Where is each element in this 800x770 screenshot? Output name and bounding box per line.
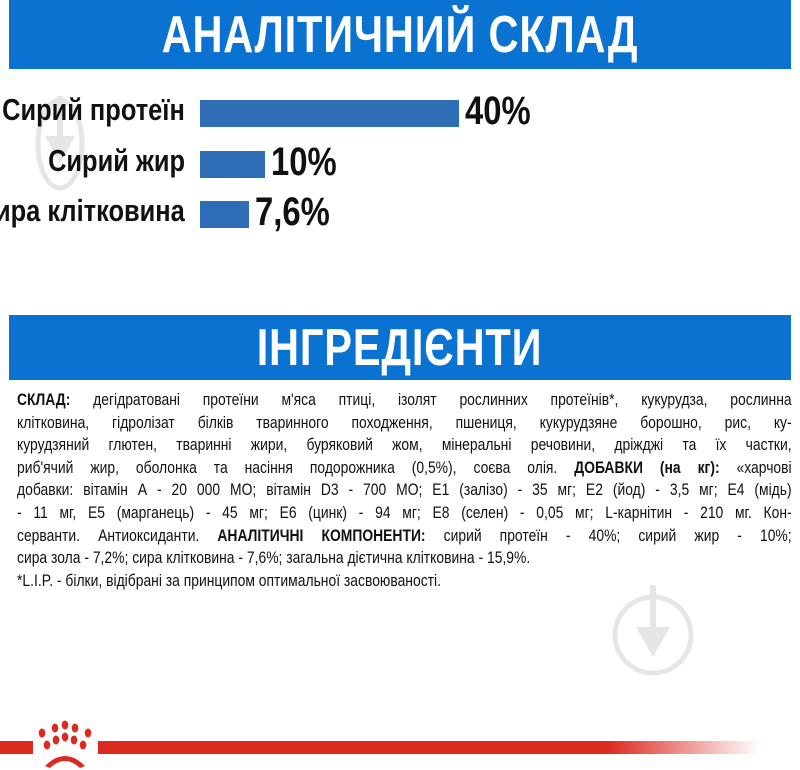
ingredients-segment: серванти. Антиоксиданти. <box>17 526 218 545</box>
ingredients-segment: курудзяний глютен, тваринні жири, буряко… <box>17 436 792 455</box>
bar-label-protein: Сирий протеїн <box>2 92 185 127</box>
ingredients-heading: АНАЛІТИЧНІ КОМПОНЕНТИ: <box>217 526 426 545</box>
bar-label-fat: Сирий жир <box>47 143 185 178</box>
bar-value-fat: 10% <box>270 140 337 184</box>
ingredients-line: курудзяний глютен, тваринні жири, буряко… <box>17 434 792 457</box>
ingredients-line: сира зола - 7,2%; сира клітковина - 7,6%… <box>17 547 792 570</box>
bar-label-fiber: Сира клітковина <box>0 193 185 228</box>
ingredients-segment: дегідратовані протеїни м'яса птиці, ізол… <box>70 391 792 409</box>
ingredients-heading: СКЛАД: <box>17 391 71 409</box>
ingredients-line: - 11 мг, Е5 (марганець) - 45 мг; Е6 (цин… <box>17 502 792 525</box>
ingredients-segment: сирий протеїн - 40%; сирий жир - 10%; <box>425 526 792 545</box>
ingredients-segment: добавки: вітамін А - 20 000 МО; вітамін … <box>17 481 792 500</box>
bar-protein <box>200 100 459 127</box>
ingredients-line: добавки: вітамін А - 20 000 МО; вітамін … <box>17 479 792 502</box>
analysis-header: АНАЛІТИЧНИЙ СКЛАД <box>9 0 791 69</box>
ingredients-line: риб'ячий жир, оболонка та насіння подоро… <box>17 457 792 480</box>
ingredients-segment: *L.I.P. - білки, відібрані за принципом … <box>17 571 441 590</box>
analysis-header-title: АНАЛІТИЧНИЙ СКЛАД <box>161 5 639 64</box>
ingredients-header-title: ІНГРЕДІЄНТИ <box>257 318 543 377</box>
ingredients-segment: риб'ячий жир, оболонка та насіння подоро… <box>17 458 575 477</box>
ingredients-segment: «харчові <box>719 458 792 477</box>
ingredients-line: клітковина, гідролізат білків тваринного… <box>17 412 792 435</box>
bar-fiber <box>200 201 250 228</box>
ingredients-heading: ДОБАВКИ (на кг): <box>574 458 720 477</box>
bar-fat <box>200 151 265 178</box>
ingredients-line: *L.I.P. - білки, відібрані за принципом … <box>17 570 792 593</box>
ingredients-segment: клітковина, гідролізат білків тваринного… <box>17 413 792 432</box>
ingredients-segment: сира зола - 7,2%; сира клітковина - 7,6%… <box>17 549 531 568</box>
ingredients-text: СКЛАД: дегідратовані протеїни м'яса птиц… <box>17 389 792 592</box>
bar-value-fiber: 7,6% <box>255 190 330 234</box>
brand-red-stripe <box>0 741 800 754</box>
watermark-download-icon <box>612 585 694 676</box>
ingredients-line: серванти. Антиоксиданти. АНАЛІТИЧНІ КОМП… <box>17 525 792 548</box>
royal-canin-crown-logo <box>33 720 98 770</box>
watermark-download-icon <box>35 96 85 191</box>
bar-value-protein: 40% <box>465 89 531 133</box>
ingredients-line: СКЛАД: дегідратовані протеїни м'яса птиц… <box>17 389 792 412</box>
ingredients-segment: - 11 мг, Е5 (марганець) - 45 мг; Е6 (цин… <box>17 503 792 522</box>
ingredients-header: ІНГРЕДІЄНТИ <box>9 315 791 380</box>
